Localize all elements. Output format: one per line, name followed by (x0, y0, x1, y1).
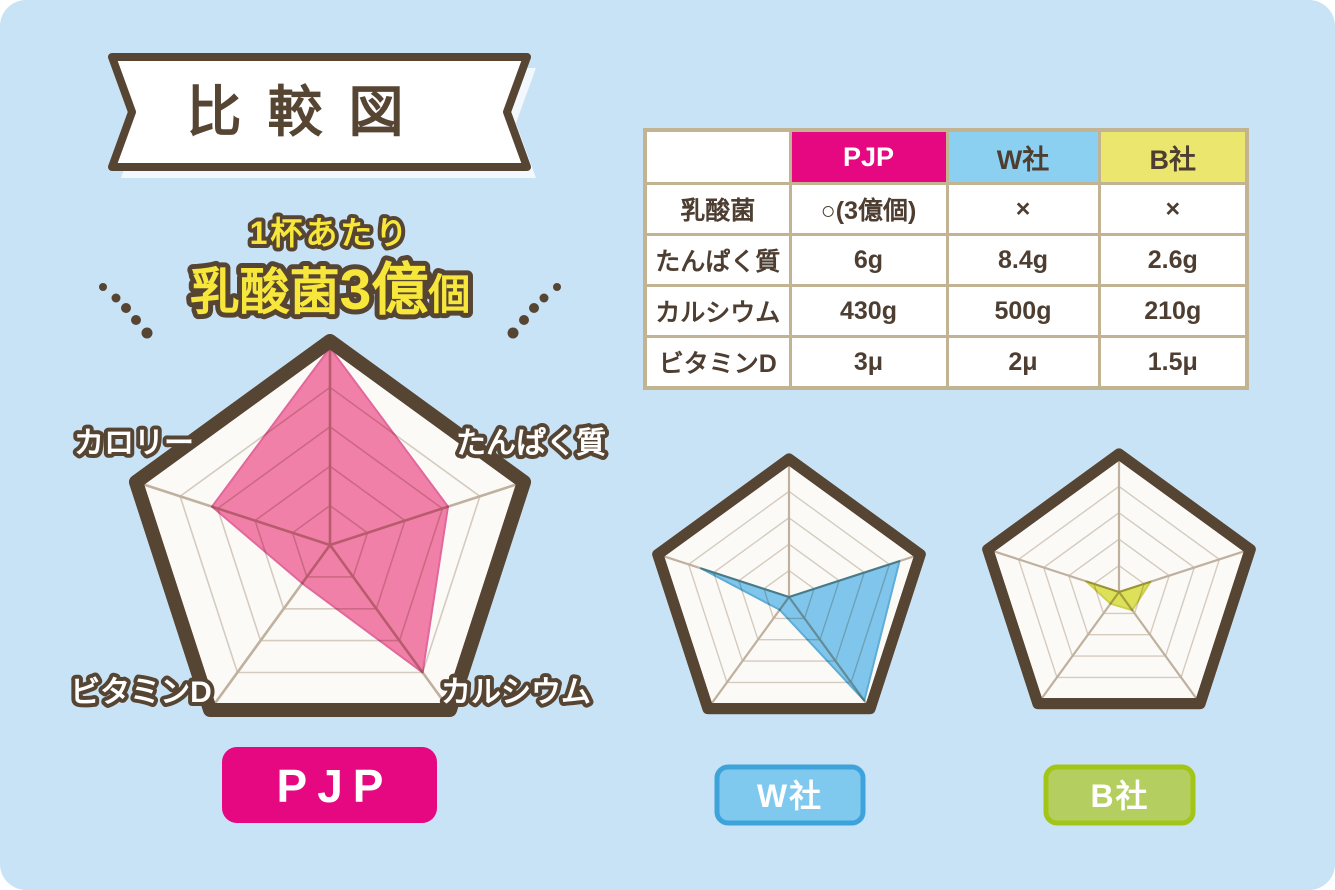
cell-w: 500g (945, 284, 1101, 338)
radar-chart-w (652, 453, 926, 715)
table-header-pjp: PJP (788, 128, 949, 185)
cell-pjp: ○(3億個) (788, 182, 949, 236)
table-row-protein: たんぱく質 6g 8.4g 2.6g (643, 233, 1249, 287)
row-label: カルシウム (643, 284, 792, 338)
banner-title: 比較図 (186, 81, 429, 143)
axis-label-vitamin-d: ビタミンD (70, 676, 212, 709)
badge-w-label: W社 (757, 778, 823, 814)
badge-b: B社 (1043, 764, 1196, 826)
row-label: 乳酸菌 (643, 182, 792, 236)
table-row-lactic-acid: 乳酸菌 ○(3億個) × × (643, 182, 1249, 236)
axis-label-protein: たんぱく質 (456, 427, 606, 460)
radar-chart-pjp (129, 334, 531, 717)
cell-b: 210g (1097, 284, 1249, 338)
cell-pjp: 3μ (788, 335, 949, 390)
row-label: ビタミンD (643, 335, 792, 390)
cell-pjp: 430g (788, 284, 949, 338)
axis-label-calcium: カルシウム (441, 676, 591, 709)
table-header-w: W社 (945, 128, 1101, 185)
table-row-calcium: カルシウム 430g 500g 210g (643, 284, 1249, 338)
radar-axis-labels: カロリー たんぱく質 ビタミンD カルシウム (66, 423, 610, 713)
cell-w: 2μ (945, 335, 1101, 390)
ribbon-banner: 比較図 (108, 53, 536, 178)
decorative-dots (99, 283, 561, 339)
radar-chart-b (982, 448, 1256, 710)
cell-b: 2.6g (1097, 233, 1249, 287)
badge-pjp: PJP (222, 747, 437, 823)
badge-b-label: B社 (1090, 778, 1149, 814)
cell-w: × (945, 182, 1101, 236)
table-row-vitamin-d: ビタミンD 3μ 2μ 1.5μ (643, 335, 1249, 390)
table-header-row: PJP W社 B社 (643, 128, 1249, 185)
table-header-b: B社 (1097, 128, 1249, 185)
ribbon-shape (108, 53, 531, 171)
cell-b: × (1097, 182, 1249, 236)
headline-line2: 乳酸菌3億個 (190, 258, 471, 322)
badge-pjp-label: PJP (277, 760, 394, 812)
cell-pjp: 6g (788, 233, 949, 287)
cell-w: 8.4g (945, 233, 1101, 287)
table-corner-cell (643, 128, 792, 185)
headline-line1: 1杯あたり (250, 215, 411, 251)
axis-label-calorie: カロリー (74, 427, 194, 460)
cell-b: 1.5μ (1097, 335, 1249, 390)
badge-w: W社 (714, 764, 866, 826)
headline: 1杯あたり 乳酸菌3億個 (185, 211, 476, 327)
row-label: たんぱく質 (643, 233, 792, 287)
comparison-table: PJP W社 B社 乳酸菌 ○(3億個) × × たんぱく質 6g 8.4g 2… (643, 128, 1249, 390)
